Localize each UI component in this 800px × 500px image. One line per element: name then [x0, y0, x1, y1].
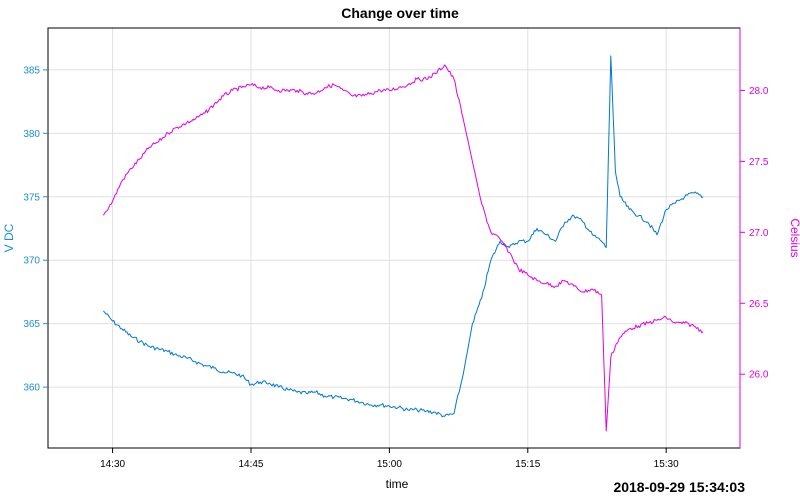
axes: 14:30 14:45 15:00 15:15 15:30 360 365 370 375 380… — [23, 28, 769, 470]
y-left-axis-label: V DC — [2, 223, 16, 252]
series-group — [102, 55, 704, 432]
x-tick-label: 15:00 — [377, 459, 402, 470]
y-right-axis-label: Celsius — [788, 218, 800, 257]
series-line-celsius — [102, 64, 704, 432]
timestamp-label: 2018-09-29 15:34:03 — [613, 479, 745, 495]
y-right-tick-label: 26.5 — [749, 299, 769, 310]
y-left-tick-label: 380 — [23, 129, 40, 140]
x-axis-label: time — [386, 477, 409, 491]
x-tick-label: 15:30 — [654, 459, 679, 470]
y-right-tick-label: 27.5 — [749, 157, 769, 168]
y-right-tick-label: 26.0 — [749, 370, 769, 381]
y-left-tick-label: 385 — [23, 65, 40, 76]
y-left-tick-label: 365 — [23, 319, 40, 330]
plot-frame — [47, 27, 741, 449]
y-right-tick-label: 28.0 — [749, 86, 769, 97]
y-left-tick-label: 370 — [23, 256, 40, 267]
x-tick-label: 14:30 — [100, 459, 125, 470]
series-line-v-dc — [103, 55, 704, 418]
chart-title: Change over time — [341, 5, 459, 21]
x-tick-label: 15:15 — [515, 459, 540, 470]
y-left-tick-label: 360 — [23, 383, 40, 394]
x-tick-label: 14:45 — [238, 459, 263, 470]
grid — [48, 28, 740, 448]
y-right-tick-label: 27.0 — [749, 228, 769, 239]
y-left-tick-label: 375 — [23, 192, 40, 203]
